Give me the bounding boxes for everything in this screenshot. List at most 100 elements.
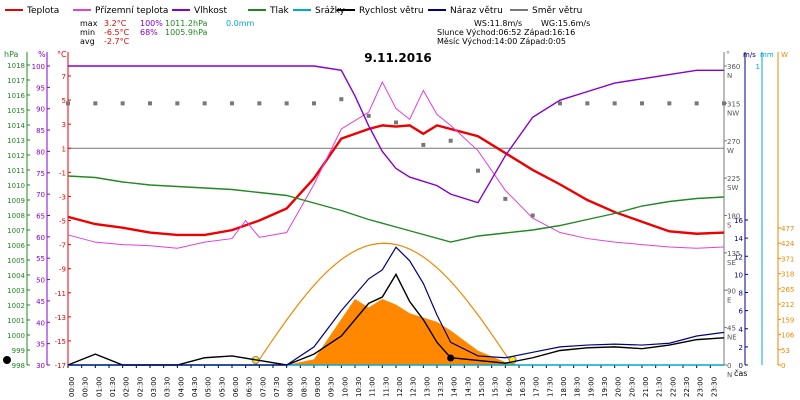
hpa-tick-label: 1008 (7, 212, 25, 220)
legend-label: Náraz větru (450, 6, 503, 16)
direction-compass-label: W (727, 147, 734, 155)
hpa-tick-label: 1007 (7, 227, 25, 235)
x-tick-label: 01:00 (95, 377, 103, 397)
x-tick-label: 16:00 (505, 377, 513, 397)
series-line-5 (67, 272, 725, 366)
celsius-tick-label: -9 (59, 266, 66, 274)
legend-label: Směr větru (532, 6, 582, 16)
percent-tick-label: 45 (36, 298, 45, 306)
wind-direction-point (694, 101, 699, 106)
wind-direction-point (284, 101, 289, 106)
direction-compass-label: S (727, 222, 732, 230)
x-tick-label: 21:30 (656, 377, 664, 397)
stats-temp: -2.7°C (104, 37, 130, 46)
x-tick-label: 08:00 (287, 377, 295, 397)
wind-direction-point (612, 101, 617, 106)
celsius-tick-label: -13 (55, 314, 66, 322)
stats-humidity: 100% (140, 19, 163, 28)
x-tick-label: 21:00 (642, 377, 650, 397)
direction-tick-label: 135 (727, 250, 740, 258)
wind-direction-point (585, 101, 590, 106)
wind-direction-point (66, 101, 70, 106)
wm2-tick-label: 0 (781, 362, 785, 370)
direction-tick-label: 270 (727, 138, 740, 146)
x-tick-label: 05:00 (205, 377, 213, 397)
hpa-tick-label: 1012 (7, 152, 25, 160)
celsius-tick-label: -17 (55, 362, 66, 370)
x-tick-label: 04:30 (191, 377, 199, 397)
x-tick-label: 14:00 (451, 377, 459, 397)
celsius-tick-label: 1 (62, 145, 66, 153)
percent-tick-label: 90 (36, 106, 45, 114)
ms-tick-label: 16 (734, 217, 743, 225)
stats-pressure: 1011.2hPa (165, 19, 208, 28)
ms-tick-label: 12 (734, 253, 743, 261)
direction-axis-label: ° (726, 50, 730, 59)
x-tick-label: 20:30 (628, 377, 636, 397)
celsius-tick-label: -5 (59, 218, 66, 226)
percent-tick-label: 30 (36, 362, 45, 370)
direction-compass-label: NE (727, 334, 737, 342)
chart-title: 9.11.2016 (364, 51, 432, 65)
stats-label: min (80, 28, 95, 37)
x-tick-label: 08:30 (300, 377, 308, 397)
x-tick-label: 10:30 (355, 377, 363, 397)
x-tick-label: 10:00 (341, 377, 349, 397)
hpa-tick-label: 1010 (7, 182, 25, 190)
x-tick-label: 04:00 (177, 377, 185, 397)
x-tick-label: 23:30 (710, 377, 718, 397)
mm-axis-label: mm (760, 51, 774, 59)
x-tick-label: 03:30 (164, 377, 172, 397)
stats-ws: WS:11.8m/s (474, 19, 522, 28)
direction-tick-label: 315 (727, 100, 740, 108)
percent-tick-label: 70 (36, 191, 45, 199)
hpa-tick-label: 1009 (7, 197, 25, 205)
hpa-tick-label: 999 (12, 347, 25, 355)
x-tick-label: 23:00 (697, 377, 705, 397)
wind-direction-point (339, 97, 344, 102)
x-tick-label: 09:30 (328, 377, 336, 397)
hpa-tick-label: 1015 (7, 107, 25, 115)
stats-label: max (80, 19, 98, 28)
stats-sun: Slunce Východ:06:52 Západ:16:16 (437, 28, 575, 37)
percent-tick-label: 60 (36, 234, 45, 242)
direction-tick-label: 0 (727, 362, 731, 370)
x-tick-label: 15:00 (478, 377, 486, 397)
percent-tick-label: 65 (36, 213, 45, 221)
stats-label: avg (80, 37, 95, 46)
percent-axis-label: % (38, 50, 46, 59)
x-tick-label: 12:00 (396, 377, 404, 397)
stats-pressure: 1005.9hPa (165, 28, 208, 37)
hpa-tick-label: 1014 (7, 122, 25, 130)
wm2-tick-label: 424 (781, 240, 795, 248)
ms-axis-label: m/s (743, 51, 756, 59)
hpa-tick-label: 1017 (7, 77, 25, 85)
legend-label: Tlak (269, 6, 290, 16)
wind-direction-point (476, 168, 480, 173)
wm2-tick-label: 106 (781, 332, 795, 340)
x-tick-label: 22:00 (669, 377, 677, 397)
x-tick-label: 09:00 (314, 377, 322, 397)
celsius-tick-label: 3 (62, 121, 66, 129)
wind-direction-point (175, 101, 180, 106)
hpa-tick-label: 1013 (7, 137, 25, 145)
series-line-6 (68, 246, 725, 366)
percent-tick-label: 40 (36, 319, 45, 327)
wind-direction-point (148, 101, 152, 106)
percent-tick-label: 80 (36, 148, 45, 156)
wm2-tick-label: 318 (781, 271, 794, 279)
wind-direction-point (421, 142, 426, 147)
percent-tick-label: 55 (36, 255, 45, 263)
stats-moon: Měsíc Východ:14:00 Západ:0:05 (437, 37, 566, 46)
percent-tick-label: 75 (36, 170, 45, 178)
x-tick-label: 00:00 (68, 377, 76, 397)
x-tick-label: 05:30 (218, 377, 226, 397)
hpa-tick-label: 1018 (7, 62, 25, 70)
celsius-tick-label: -11 (55, 290, 66, 298)
stats-humidity: 68% (140, 28, 158, 37)
wind-direction-point (120, 101, 125, 106)
hpa-axis-label: hPa (4, 50, 19, 59)
x-tick-label: 11:00 (369, 377, 377, 397)
x-tick-label: 07:30 (273, 377, 281, 397)
hpa-tick-label: 1004 (7, 272, 25, 280)
